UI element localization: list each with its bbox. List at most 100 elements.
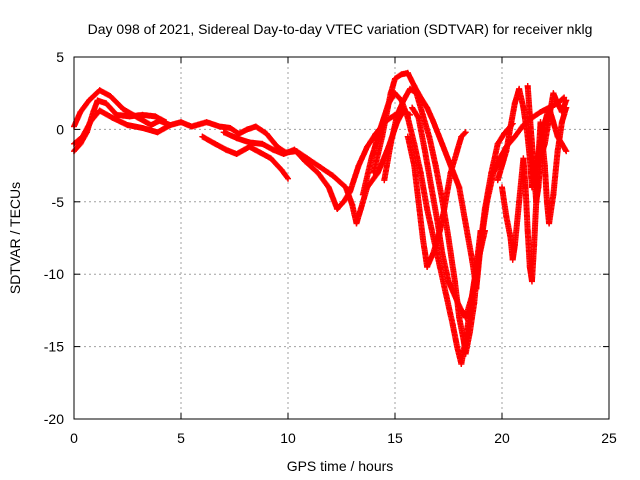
data-point	[342, 184, 349, 191]
data-point	[516, 85, 523, 92]
data-point	[417, 169, 424, 176]
data-point	[554, 100, 561, 107]
data-points	[71, 69, 570, 367]
data-point	[267, 155, 274, 162]
data-point	[222, 146, 229, 153]
data-point	[454, 343, 461, 350]
data-point	[481, 227, 488, 234]
data-point	[443, 292, 450, 299]
data-point	[462, 314, 469, 321]
data-point	[462, 129, 469, 136]
data-point	[520, 155, 527, 162]
data-point	[531, 169, 538, 176]
data-point	[445, 235, 452, 241]
data-point	[96, 87, 103, 94]
data-point	[428, 184, 435, 191]
data-point	[398, 71, 405, 78]
data-point	[199, 133, 206, 140]
data-point	[541, 140, 548, 147]
data-point	[533, 198, 540, 205]
x-tick-label: 0	[70, 430, 78, 446]
data-point	[550, 191, 557, 198]
data-point	[79, 133, 86, 140]
data-point	[377, 126, 384, 133]
data-point	[419, 111, 426, 118]
data-point	[550, 90, 557, 97]
data-point	[537, 109, 544, 116]
data-point	[522, 184, 529, 191]
data-point	[528, 278, 535, 285]
data-point	[481, 206, 488, 213]
data-point	[451, 278, 458, 285]
data-point	[509, 256, 516, 263]
data-point	[430, 249, 437, 256]
x-tick-label: 15	[387, 430, 403, 446]
x-tick-label: 20	[494, 430, 510, 446]
data-point	[359, 191, 366, 198]
data-point	[436, 227, 443, 234]
data-point	[415, 114, 422, 121]
data-point	[451, 292, 458, 299]
data-point	[439, 140, 446, 147]
data-point	[406, 85, 413, 92]
data-point	[404, 133, 411, 140]
data-point	[368, 155, 375, 162]
data-point	[432, 162, 439, 169]
data-point	[103, 100, 110, 107]
data-point	[107, 93, 114, 100]
data-point	[511, 133, 518, 140]
data-point	[113, 111, 120, 118]
chart-title: Day 098 of 2021, Sidereal Day-to-day VTE…	[88, 21, 593, 37]
data-point	[526, 263, 533, 270]
data-point	[524, 82, 531, 89]
data-point	[499, 162, 505, 169]
x-tick-label: 5	[177, 430, 185, 446]
data-point	[77, 109, 84, 116]
y-tick-label: -15	[44, 339, 64, 355]
data-point	[415, 198, 422, 205]
data-point	[520, 104, 527, 111]
data-point	[441, 206, 448, 213]
plot-frame	[73, 56, 610, 420]
data-point	[511, 242, 518, 249]
data-point	[109, 114, 116, 121]
data-point	[364, 143, 371, 150]
data-point	[458, 133, 465, 140]
data-point	[458, 360, 465, 367]
data-point	[554, 148, 561, 155]
data-point	[317, 164, 324, 171]
data-point	[424, 104, 431, 111]
data-point	[252, 123, 259, 130]
data-point	[409, 104, 416, 111]
data-point	[436, 263, 443, 270]
data-point	[413, 90, 420, 97]
x-axis-title: GPS time / hours	[287, 458, 394, 474]
data-point	[152, 113, 159, 120]
data-point	[347, 188, 354, 195]
data-point	[454, 148, 461, 155]
data-point	[285, 175, 291, 182]
data-point	[531, 242, 538, 249]
data-point	[469, 292, 476, 299]
data-point	[370, 169, 377, 176]
data-point	[526, 111, 533, 118]
data-point	[475, 256, 482, 263]
data-point	[546, 220, 553, 227]
data-point	[325, 184, 332, 191]
data-point	[499, 184, 505, 191]
data-point	[154, 129, 161, 136]
data-point	[469, 256, 476, 263]
series-track-13	[524, 82, 570, 205]
data-point	[439, 249, 446, 256]
data-point	[524, 227, 531, 234]
data-point	[85, 97, 92, 104]
data-point	[259, 140, 266, 147]
y-axis-title: SDTVAR / TECUs	[7, 182, 23, 294]
data-point	[235, 130, 242, 137]
data-point	[357, 206, 364, 213]
series-track-9	[409, 104, 488, 321]
data-point	[385, 100, 392, 107]
y-tick-label: -5	[52, 194, 65, 210]
data-point	[329, 172, 336, 179]
data-point	[563, 97, 570, 104]
